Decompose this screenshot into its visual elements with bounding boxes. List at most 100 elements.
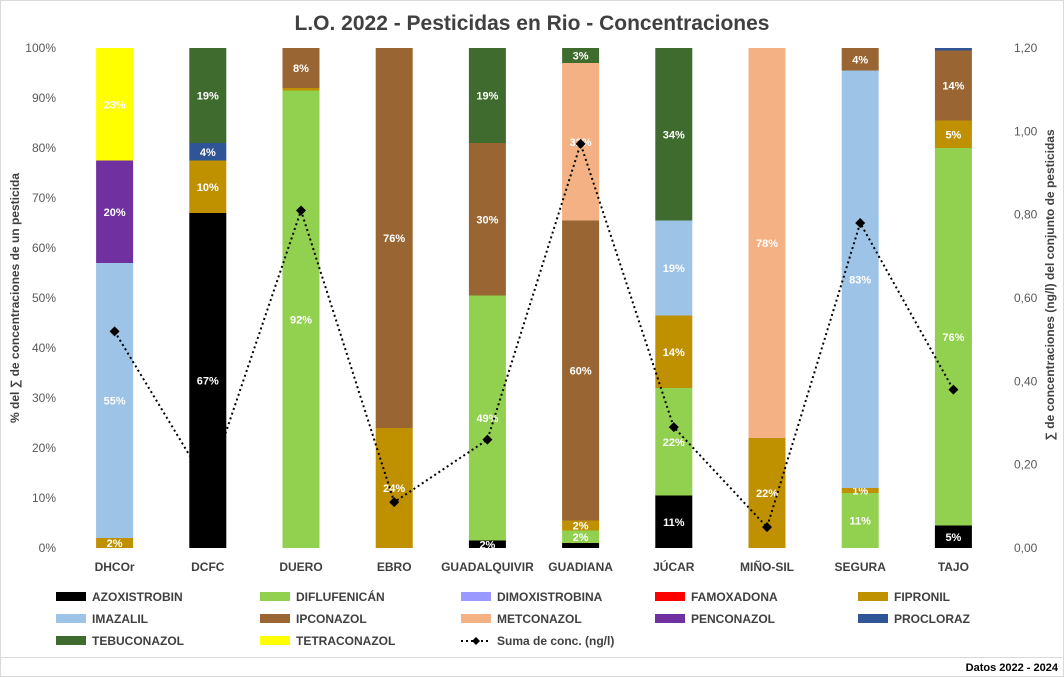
sum-line — [113, 140, 955, 530]
sum-marker — [575, 138, 586, 149]
legend-label: IMAZALIL — [92, 612, 148, 626]
x-tick-label: EBRO — [377, 560, 412, 574]
data-label: 78% — [756, 238, 778, 250]
data-label: 14% — [663, 347, 685, 359]
bar-segment — [189, 160, 227, 213]
data-label: 5% — [945, 129, 961, 141]
x-tick-label: DHCOr — [95, 560, 135, 574]
y2-tick-label: 0,20 — [1014, 458, 1038, 472]
footer-divider — [0, 657, 1062, 658]
legend-label: PENCONAZOL — [691, 612, 775, 626]
bar-segment — [96, 48, 134, 161]
x-tick-label: MIÑO-SIL — [740, 559, 794, 574]
data-label: 92% — [290, 314, 312, 326]
legend-swatch — [260, 614, 290, 623]
data-label: 4% — [852, 54, 868, 66]
y-tick-label: 40% — [32, 341, 56, 355]
bar-segment — [562, 48, 600, 63]
legend-label: METCONAZOL — [497, 612, 582, 626]
bar-segment — [841, 48, 879, 71]
bar-segment — [934, 120, 972, 148]
y2-tick-label: 0,00 — [1014, 541, 1038, 555]
bar-segment — [841, 70, 879, 488]
x-tick-label: GUADIANA — [548, 560, 613, 574]
legend-swatch — [56, 592, 86, 601]
y2-tick-label: 1,20 — [1014, 41, 1038, 55]
data-label: 55% — [104, 396, 126, 408]
data-label: 19% — [476, 91, 498, 103]
data-label: 24% — [383, 483, 405, 495]
legend-label: TETRACONAZOL — [296, 634, 395, 648]
data-label: 2% — [573, 532, 589, 544]
data-label: 19% — [197, 91, 219, 103]
data-label: 4% — [200, 147, 216, 159]
legend-swatch — [260, 636, 290, 645]
legend-swatch — [858, 614, 888, 623]
bar-segment — [282, 48, 320, 88]
y2-tick-label: 1,00 — [1014, 124, 1038, 138]
legend-swatch — [56, 614, 86, 623]
legend-label: FAMOXADONA — [691, 590, 778, 604]
y2-axis-title: ∑ de concentraciones (ng/l) del conjunto… — [1043, 129, 1057, 441]
x-tick-label: GUADALQUIVIR — [441, 560, 534, 574]
x-tick-label: DUERO — [279, 560, 322, 574]
data-label: 5% — [945, 532, 961, 544]
y2-tick-label: 0,40 — [1014, 374, 1038, 388]
data-label: 30% — [476, 214, 498, 226]
x-tick-label: SEGURA — [835, 560, 887, 574]
bar-segment — [468, 143, 506, 296]
y-tick-label: 60% — [32, 241, 56, 255]
bar-segment — [282, 90, 320, 548]
data-label: 2% — [479, 539, 495, 551]
y-tick-label: 20% — [32, 441, 56, 455]
bar-segment — [189, 213, 227, 548]
data-label: 11% — [663, 517, 685, 529]
legend-label: IPCONAZOL — [296, 612, 367, 626]
data-label: 23% — [104, 99, 126, 111]
data-label: 76% — [942, 332, 964, 344]
bar-segment — [934, 525, 972, 548]
chart-title: L.O. 2022 - Pesticidas en Rio - Concentr… — [294, 12, 770, 35]
x-tick-label: JÚCAR — [653, 559, 695, 574]
y-tick-label: 0% — [39, 541, 57, 555]
y-tick-label: 50% — [32, 291, 56, 305]
data-label: 83% — [849, 274, 871, 286]
y-tick-label: 30% — [32, 391, 56, 405]
legend-swatch — [461, 614, 491, 623]
data-label: 2% — [107, 538, 123, 550]
bar-segment — [96, 538, 134, 548]
legend-label: DIMOXISTROBINA — [497, 590, 603, 604]
y-tick-label: 10% — [32, 491, 56, 505]
data-label: 60% — [570, 366, 592, 378]
bar-segment — [96, 160, 134, 263]
bar-segment — [375, 428, 413, 548]
legend-swatch — [655, 614, 685, 623]
data-label: 67% — [197, 376, 219, 388]
data-label: 8% — [293, 63, 309, 75]
bar-segment — [562, 220, 600, 521]
data-label: 14% — [942, 81, 964, 93]
y2-tick-label: 0,80 — [1014, 208, 1038, 222]
legend-swatch — [461, 592, 491, 601]
data-label: 11% — [849, 516, 871, 528]
legend-swatch — [56, 636, 86, 645]
legend-label: PROCLORAZ — [894, 612, 970, 626]
y-tick-label: 80% — [32, 141, 56, 155]
data-label: 19% — [663, 263, 685, 275]
bar-segment — [96, 263, 134, 538]
bar-segment — [934, 48, 972, 51]
data-label: 49% — [476, 413, 498, 425]
y-axis-title: % del ∑ de concentraciones de un pestici… — [8, 173, 22, 423]
bar-segment — [655, 315, 693, 388]
sum-marker — [109, 326, 120, 337]
x-tick-label: TAJO — [938, 560, 969, 574]
bar-segment — [934, 50, 972, 121]
legend-swatch — [655, 592, 685, 601]
bar-segment — [468, 295, 506, 541]
bar-segment — [562, 543, 600, 548]
y-tick-label: 70% — [32, 191, 56, 205]
data-label: 34% — [663, 129, 685, 141]
bar-segment — [655, 48, 693, 221]
legend-swatch — [260, 592, 290, 601]
